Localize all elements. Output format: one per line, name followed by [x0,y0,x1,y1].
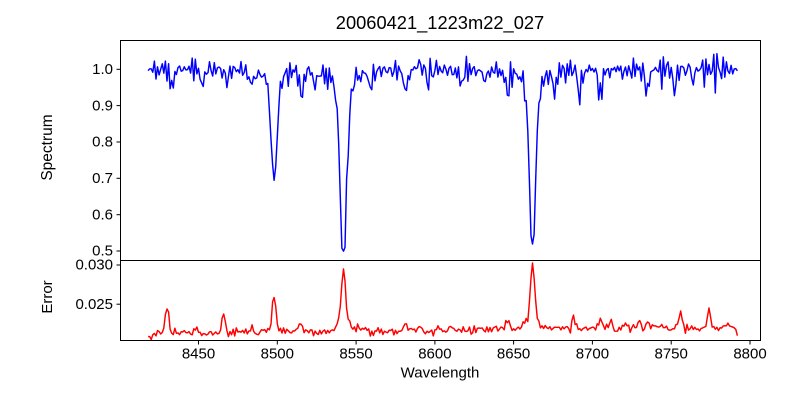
svg-text:8550: 8550 [339,346,372,363]
svg-text:Spectrum: Spectrum [39,114,56,180]
svg-text:Wavelength: Wavelength [401,364,480,381]
svg-text:0.7: 0.7 [92,170,113,187]
svg-text:0.6: 0.6 [92,206,113,223]
svg-text:0.025: 0.025 [75,296,113,313]
svg-text:8700: 8700 [576,346,609,363]
svg-text:8500: 8500 [261,346,294,363]
svg-text:0.5: 0.5 [92,243,113,260]
svg-text:8450: 8450 [182,346,215,363]
svg-text:8750: 8750 [655,346,688,363]
svg-text:0.030: 0.030 [75,257,113,274]
svg-text:8650: 8650 [497,346,530,363]
svg-text:1.0: 1.0 [92,61,113,78]
svg-text:8800: 8800 [733,346,766,363]
svg-text:0.8: 0.8 [92,134,113,151]
svg-text:0.9: 0.9 [92,97,113,114]
svg-text:20060421_1223m22_027: 20060421_1223m22_027 [336,12,544,34]
svg-text:Error: Error [39,280,56,313]
svg-text:8600: 8600 [418,346,451,363]
